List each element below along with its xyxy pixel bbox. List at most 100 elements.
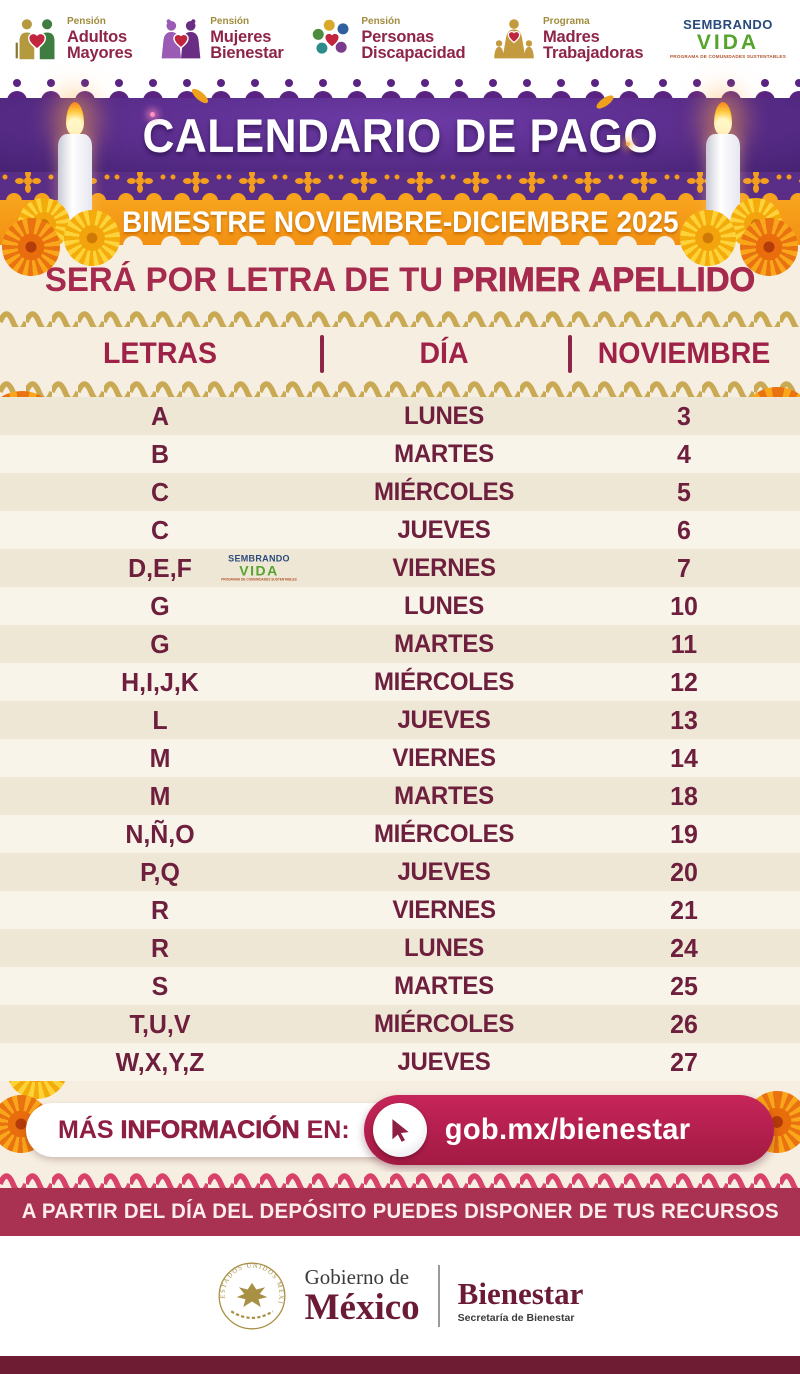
row-date: 5: [677, 476, 691, 507]
more-info-bar: MÁS INFORMACIÓN EN: gob.mx/bienestar: [26, 1095, 774, 1165]
row-letters: N,Ñ,O: [125, 818, 195, 849]
elderly-couple-icon: [15, 19, 55, 60]
ricrac-divider: [0, 381, 800, 397]
gov-line2: México: [304, 1286, 420, 1328]
table-row: M VIERNES 14 SEMBRANDO VIDA PROGRAMA DE …: [0, 739, 800, 777]
table-row: B MARTES 4 SEMBRANDO VIDA PROGRAMA DE CO…: [0, 435, 800, 473]
program-name-line2: Mayores: [67, 44, 133, 62]
table-row: A LUNES 3 SEMBRANDO VIDA PROGRAMA DE COM…: [0, 397, 800, 435]
row-date: 7: [677, 552, 691, 583]
column-header-month: NOVIEMBRE: [597, 337, 771, 370]
intro-normal-text: SERÁ POR LETRA DE TU: [44, 261, 444, 299]
program-kicker: Programa: [543, 15, 590, 27]
row-letters: R: [150, 932, 170, 963]
column-header-day: DÍA: [419, 337, 469, 370]
logo-programa-madres-trabajadoras: Programa Madres Trabajadoras: [492, 15, 644, 62]
row-day: MIÉRCOLES: [373, 477, 515, 506]
row-letters: M: [149, 742, 171, 773]
row-day: JUEVES: [397, 515, 491, 544]
row-letters: G: [150, 628, 170, 659]
row-day: LUNES: [404, 933, 484, 962]
row-date: 12: [670, 666, 698, 697]
candle-decoration-left: [2, 90, 136, 276]
sembrando-vida-watermark: SEMBRANDO VIDA PROGRAMA DE COMUNIDADES S…: [221, 553, 297, 582]
sembrando-vida-line1: SEMBRANDO: [683, 17, 773, 33]
mother-children-icon: [494, 19, 534, 59]
program-name-line2: Bienestar: [210, 44, 284, 62]
row-day: MIÉRCOLES: [373, 1009, 515, 1038]
program-name-line2: Trabajadoras: [543, 44, 644, 62]
deposit-notice-section: A PARTIR DEL DÍA DEL DEPÓSITO PUEDES DIS…: [0, 1172, 800, 1236]
sembrando-vida-tagline: PROGRAMA DE COMUNIDADES SUSTENTABLES: [670, 54, 786, 60]
gob-mx-bienestar-button[interactable]: gob.mx/bienestar: [364, 1095, 774, 1165]
row-letters: B: [150, 438, 170, 469]
row-date: 18: [670, 780, 698, 811]
row-date: 3: [677, 400, 691, 431]
row-day: VIERNES: [392, 895, 496, 924]
row-letters: W,X,Y,Z: [115, 1046, 205, 1077]
program-kicker: Pensión: [67, 15, 106, 27]
row-day: VIERNES: [392, 553, 496, 582]
table-header-row: LETRAS DÍA NOVIEMBRE: [0, 327, 800, 381]
table-row: C MIÉRCOLES 5 SEMBRANDO VIDA PROGRAMA DE…: [0, 473, 800, 511]
bottom-maroon-bar: [0, 1356, 800, 1374]
marigold-decoration: [64, 210, 120, 266]
program-kicker: Pensión: [210, 15, 250, 27]
marigold-decoration: [2, 218, 60, 276]
row-day: JUEVES: [397, 705, 491, 734]
sparkle-decoration: [626, 142, 630, 146]
disability-circle-icon: [313, 19, 349, 54]
header-separator: [568, 335, 572, 373]
more-info-label: MÁS INFORMACIÓN EN:: [58, 1115, 350, 1144]
government-footer: ESTADOS UNIDOS MEXICANOS Gobierno de Méx…: [0, 1236, 800, 1356]
table-row: R VIERNES 21 SEMBRANDO VIDA PROGRAMA DE …: [0, 891, 800, 929]
table-row: D,E,F VIERNES 7 SEMBRANDO VIDA PROGRAMA …: [0, 549, 800, 587]
row-letters: T,U,V: [129, 1008, 191, 1039]
table-row: L JUEVES 13 SEMBRANDO VIDA PROGRAMA DE C…: [0, 701, 800, 739]
row-date: 21: [670, 894, 698, 925]
row-letters: D,E,F: [128, 552, 192, 583]
title-banner: CALENDARIO DE PAGO: [0, 78, 800, 276]
intro-bold-text: PRIMER APELLIDO: [452, 261, 756, 300]
row-date: 13: [670, 704, 698, 735]
table-row: M MARTES 18 SEMBRANDO VIDA PROGRAMA DE C…: [0, 777, 800, 815]
deposit-notice-band: A PARTIR DEL DÍA DEL DEPÓSITO PUEDES DIS…: [0, 1188, 800, 1236]
row-letters: M: [149, 780, 171, 811]
row-date: 27: [670, 1046, 698, 1077]
logo-pension-mujeres-bienestar: Pensión Mujeres Bienestar: [159, 15, 284, 62]
row-date: 20: [670, 856, 698, 887]
row-day: MIÉRCOLES: [373, 819, 515, 848]
table-row: N,Ñ,O MIÉRCOLES 19 SEMBRANDO VIDA PROGRA…: [0, 815, 800, 853]
program-kicker: Pensión: [361, 15, 401, 27]
row-letters: H,I,J,K: [121, 666, 199, 697]
row-date: 6: [677, 514, 691, 545]
bienestar-brand: Bienestar: [457, 1276, 584, 1312]
row-day: MARTES: [394, 971, 494, 1000]
table-row: P,Q JUEVES 20 SEMBRANDO VIDA PROGRAMA DE…: [0, 853, 800, 891]
sparkle-decoration: [150, 112, 155, 117]
program-name-line1: Mujeres: [210, 27, 272, 46]
row-date: 4: [677, 438, 691, 469]
row-day: VIERNES: [392, 743, 496, 772]
row-letters: C: [150, 514, 170, 545]
gobierno-de-mexico-wordmark: Gobierno de México: [304, 1266, 420, 1328]
row-date: 11: [670, 628, 698, 659]
program-name-line1: Personas: [361, 27, 435, 46]
candle-decoration-right: [664, 90, 798, 276]
row-date: 14: [670, 742, 698, 773]
sembrando-vida-line2: VIDA: [696, 31, 760, 55]
table-row: G LUNES 10 SEMBRANDO VIDA PROGRAMA DE CO…: [0, 587, 800, 625]
row-date: 24: [670, 932, 698, 963]
row-day: MIÉRCOLES: [373, 667, 515, 696]
purple-banner: CALENDARIO DE PAGO: [0, 86, 800, 172]
program-name-line1: Adultos: [67, 27, 128, 46]
table-row: H,I,J,K MIÉRCOLES 12 SEMBRANDO VIDA PROG…: [0, 663, 800, 701]
header-separator: [320, 335, 324, 373]
row-letters: C: [150, 476, 170, 507]
intro-line: SERÁ POR LETRA DE TU PRIMER APELLIDO: [12, 245, 788, 300]
row-day: MARTES: [394, 781, 494, 810]
scallop-edge: [0, 233, 800, 245]
two-women-icon: [161, 19, 201, 59]
logo-pension-personas-discapacidad: Pensión Personas Discapacidad: [310, 15, 466, 62]
